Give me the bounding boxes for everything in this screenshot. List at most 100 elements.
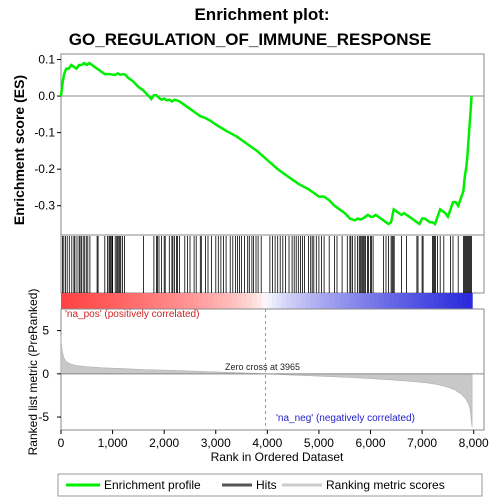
color-bar-segment	[149, 293, 155, 309]
color-bar-segment	[281, 293, 287, 309]
color-bar-segment	[217, 293, 224, 309]
metric-y-ticks: 5 0 -5	[38, 324, 61, 424]
color-bar-segment	[330, 293, 336, 309]
color-bar-segment	[85, 293, 91, 309]
color-bar-segment	[384, 293, 390, 309]
hits-panel	[60, 234, 485, 294]
es-y-tick-label: -0.1	[34, 126, 55, 140]
color-bar-segment	[65, 293, 72, 309]
color-bar-segment	[354, 293, 361, 309]
color-bar-segment	[114, 293, 121, 309]
color-bar-segment	[173, 293, 180, 309]
color-bar-segment	[144, 293, 150, 309]
color-bar-segment	[124, 293, 131, 309]
x-tick-label: 5,000	[304, 436, 334, 450]
color-bar-segment	[163, 293, 170, 309]
color-bar-segment	[452, 293, 459, 309]
color-bar-segment	[403, 293, 410, 309]
metric-y-tick-label: 0	[42, 367, 49, 381]
color-bar-segment	[261, 293, 268, 309]
color-bar-segment	[359, 293, 366, 309]
color-bar-segment	[158, 293, 165, 309]
color-bar-segment	[325, 293, 331, 309]
color-bar-segment	[222, 293, 228, 309]
color-bar-segment	[119, 293, 126, 309]
color-bar-segment	[291, 293, 297, 309]
x-tick-label: 6,000	[355, 436, 385, 450]
ranking-metric-area	[60, 335, 473, 428]
color-bar-segment	[242, 293, 248, 309]
legend-metric-label: Ranking metric scores	[326, 478, 445, 492]
color-bar-segment	[188, 293, 194, 309]
color-bar-segment	[193, 293, 199, 309]
legend-enrichment-label: Enrichment profile	[104, 478, 201, 492]
x-tick-label: 0	[58, 436, 65, 450]
color-bar-segment	[305, 293, 312, 309]
es-y-tick-label: 0.1	[38, 52, 55, 66]
metric-y-axis-label: Ranked list metric (PreRanked)	[26, 289, 40, 456]
color-bar-segment	[295, 293, 302, 309]
color-bar-segment	[340, 293, 346, 309]
color-bar-segment	[109, 293, 116, 309]
color-bar-segment	[344, 293, 351, 309]
color-bar-segment	[105, 293, 111, 309]
x-ticks: 0 1,000 2,000 3,000 4,000 5,000 6,000 7,000 8,00…	[58, 430, 489, 450]
color-bar-segment	[271, 293, 277, 309]
chart-title-line1: Enrichment plot:	[194, 5, 329, 24]
color-bar-segment	[408, 293, 414, 309]
color-bar-segment	[247, 293, 253, 309]
x-tick-label: 4,000	[252, 436, 282, 450]
color-bar-segment	[286, 293, 292, 309]
es-plot-frame	[60, 53, 485, 236]
color-bar-segment	[349, 293, 356, 309]
color-bar-segment	[232, 293, 238, 309]
color-bar-segment	[227, 293, 233, 309]
neg-label: 'na_neg' (negatively correlated)	[276, 413, 415, 424]
color-bar-segment	[256, 293, 263, 309]
es-y-ticks: 0.1 0.0 -0.1 -0.2 -0.3	[34, 52, 61, 213]
color-bar-segment	[212, 293, 219, 309]
chart-title-line2: GO_REGULATION_OF_IMMUNE_RESPONSE	[69, 30, 431, 49]
color-bar-segment	[276, 293, 282, 309]
color-bar-segment	[398, 293, 405, 309]
color-bar-segment	[388, 293, 395, 309]
color-bar-segment	[413, 293, 419, 309]
color-bar-segment	[139, 293, 145, 309]
es-panel: 0.1 0.0 -0.1 -0.2 -0.3 Enrichment score (ES)	[11, 52, 485, 236]
enrichment-profile-line	[59, 61, 473, 226]
es-y-tick-label: -0.3	[34, 199, 55, 213]
metric-y-tick-label: -5	[38, 410, 49, 424]
color-bar-segment	[129, 293, 135, 309]
color-bar-segment	[447, 293, 454, 309]
color-bar-segment	[95, 293, 101, 309]
x-tick-label: 7,000	[407, 436, 437, 450]
color-bar-segment	[100, 293, 106, 309]
color-bar-segment	[442, 293, 449, 309]
color-bar-segment	[428, 293, 434, 309]
x-tick-label: 8,000	[459, 436, 489, 450]
x-tick-label: 1,000	[98, 436, 128, 450]
color-bar-segment	[369, 293, 375, 309]
color-bar-segment	[266, 293, 273, 309]
color-bar-segment	[178, 293, 184, 309]
hit-marks	[62, 236, 473, 293]
x-axis-label: Rank in Ordered Dataset	[211, 450, 344, 464]
color-bar-segment	[364, 293, 370, 309]
color-bar-segment	[379, 293, 385, 309]
x-tick-label: 3,000	[201, 436, 231, 450]
legend-hits-label: Hits	[256, 478, 277, 492]
color-bar-segment	[418, 293, 424, 309]
color-bar-segment	[237, 293, 243, 309]
color-bar-segment	[457, 293, 463, 309]
legend-box	[57, 473, 483, 497]
color-bar-segment	[467, 293, 473, 309]
color-bar-segment	[70, 293, 77, 309]
pos-label: 'na_pos' (positively correlated)	[65, 309, 199, 320]
color-bar-segment	[300, 293, 307, 309]
color-bar-segment	[437, 293, 444, 309]
color-bar-segment	[423, 293, 429, 309]
color-bar-segment	[320, 293, 326, 309]
color-bar-segment	[202, 293, 209, 309]
zero-cross-label: Zero cross at 3965	[225, 362, 300, 372]
